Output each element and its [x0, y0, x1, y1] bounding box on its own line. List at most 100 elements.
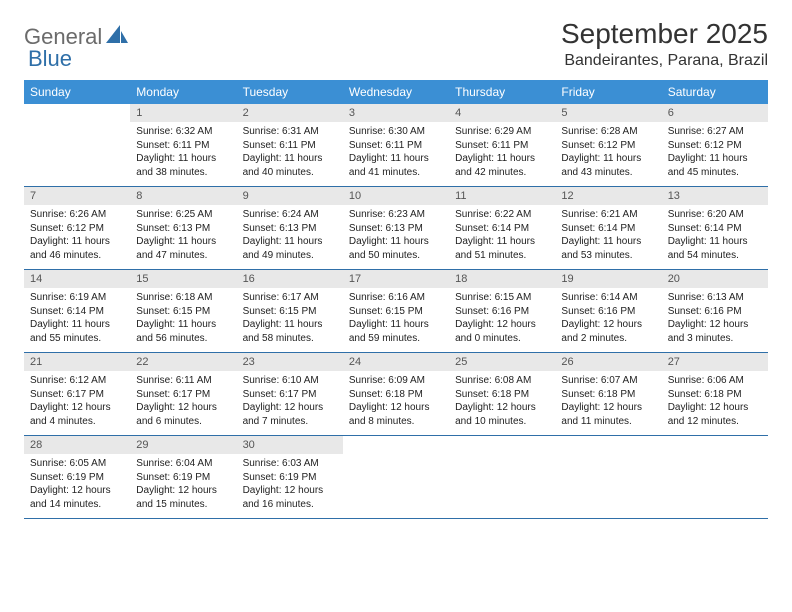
- daylight-line1: Daylight: 12 hours: [243, 401, 337, 415]
- day-body: Sunrise: 6:10 AMSunset: 6:17 PMDaylight:…: [237, 371, 343, 434]
- day-cell: 5Sunrise: 6:28 AMSunset: 6:12 PMDaylight…: [555, 104, 661, 186]
- daylight-line1: Daylight: 12 hours: [668, 318, 762, 332]
- day-number: 9: [237, 187, 343, 205]
- day-number: 24: [343, 353, 449, 371]
- daylight-line1: Daylight: 11 hours: [349, 152, 443, 166]
- sunset-text: Sunset: 6:11 PM: [243, 139, 337, 153]
- sunrise-text: Sunrise: 6:17 AM: [243, 291, 337, 305]
- day-cell: 18Sunrise: 6:15 AMSunset: 6:16 PMDayligh…: [449, 270, 555, 352]
- sunrise-text: Sunrise: 6:08 AM: [455, 374, 549, 388]
- daylight-line2: and 16 minutes.: [243, 498, 337, 512]
- day-number: 8: [130, 187, 236, 205]
- daylight-line2: and 0 minutes.: [455, 332, 549, 346]
- day-cell: [449, 436, 555, 518]
- sunset-text: Sunset: 6:12 PM: [30, 222, 124, 236]
- day-body: Sunrise: 6:30 AMSunset: 6:11 PMDaylight:…: [343, 122, 449, 185]
- daylight-line2: and 49 minutes.: [243, 249, 337, 263]
- day-body: Sunrise: 6:31 AMSunset: 6:11 PMDaylight:…: [237, 122, 343, 185]
- day-cell: [24, 104, 130, 186]
- sunrise-text: Sunrise: 6:18 AM: [136, 291, 230, 305]
- day-number: 17: [343, 270, 449, 288]
- day-number: 15: [130, 270, 236, 288]
- day-cell: 13Sunrise: 6:20 AMSunset: 6:14 PMDayligh…: [662, 187, 768, 269]
- day-cell: 30Sunrise: 6:03 AMSunset: 6:19 PMDayligh…: [237, 436, 343, 518]
- day-cell: 11Sunrise: 6:22 AMSunset: 6:14 PMDayligh…: [449, 187, 555, 269]
- sunrise-text: Sunrise: 6:31 AM: [243, 125, 337, 139]
- sunrise-text: Sunrise: 6:21 AM: [561, 208, 655, 222]
- day-body: Sunrise: 6:16 AMSunset: 6:15 PMDaylight:…: [343, 288, 449, 351]
- sunrise-text: Sunrise: 6:06 AM: [668, 374, 762, 388]
- sunset-text: Sunset: 6:15 PM: [349, 305, 443, 319]
- daylight-line1: Daylight: 11 hours: [455, 152, 549, 166]
- day-body: Sunrise: 6:04 AMSunset: 6:19 PMDaylight:…: [130, 454, 236, 517]
- sunrise-text: Sunrise: 6:30 AM: [349, 125, 443, 139]
- sunset-text: Sunset: 6:18 PM: [455, 388, 549, 402]
- day-number: 13: [662, 187, 768, 205]
- day-cell: 14Sunrise: 6:19 AMSunset: 6:14 PMDayligh…: [24, 270, 130, 352]
- day-cell: 25Sunrise: 6:08 AMSunset: 6:18 PMDayligh…: [449, 353, 555, 435]
- day-body: Sunrise: 6:22 AMSunset: 6:14 PMDaylight:…: [449, 205, 555, 268]
- day-body: Sunrise: 6:08 AMSunset: 6:18 PMDaylight:…: [449, 371, 555, 434]
- logo-text-2: Blue: [28, 46, 72, 71]
- day-body: Sunrise: 6:29 AMSunset: 6:11 PMDaylight:…: [449, 122, 555, 185]
- daylight-line2: and 45 minutes.: [668, 166, 762, 180]
- sunrise-text: Sunrise: 6:20 AM: [668, 208, 762, 222]
- sunset-text: Sunset: 6:18 PM: [668, 388, 762, 402]
- daylight-line1: Daylight: 12 hours: [561, 401, 655, 415]
- sunset-text: Sunset: 6:19 PM: [243, 471, 337, 485]
- day-cell: 12Sunrise: 6:21 AMSunset: 6:14 PMDayligh…: [555, 187, 661, 269]
- daylight-line2: and 12 minutes.: [668, 415, 762, 429]
- sunset-text: Sunset: 6:17 PM: [30, 388, 124, 402]
- daylight-line1: Daylight: 11 hours: [561, 152, 655, 166]
- header: General September 2025 Bandeirantes, Par…: [24, 18, 768, 70]
- day-cell: 16Sunrise: 6:17 AMSunset: 6:15 PMDayligh…: [237, 270, 343, 352]
- sunrise-text: Sunrise: 6:11 AM: [136, 374, 230, 388]
- daylight-line1: Daylight: 11 hours: [136, 235, 230, 249]
- day-number: 18: [449, 270, 555, 288]
- sunrise-text: Sunrise: 6:23 AM: [349, 208, 443, 222]
- daylight-line1: Daylight: 11 hours: [136, 318, 230, 332]
- day-cell: 21Sunrise: 6:12 AMSunset: 6:17 PMDayligh…: [24, 353, 130, 435]
- day-number: 3: [343, 104, 449, 122]
- weekday-header: Thursday: [449, 80, 555, 104]
- day-number: 23: [237, 353, 343, 371]
- daylight-line1: Daylight: 12 hours: [349, 401, 443, 415]
- sunrise-text: Sunrise: 6:29 AM: [455, 125, 549, 139]
- day-number: 16: [237, 270, 343, 288]
- sunrise-text: Sunrise: 6:10 AM: [243, 374, 337, 388]
- sunset-text: Sunset: 6:19 PM: [30, 471, 124, 485]
- day-number: 29: [130, 436, 236, 454]
- daylight-line2: and 51 minutes.: [455, 249, 549, 263]
- day-cell: 24Sunrise: 6:09 AMSunset: 6:18 PMDayligh…: [343, 353, 449, 435]
- daylight-line1: Daylight: 11 hours: [30, 318, 124, 332]
- day-cell: 20Sunrise: 6:13 AMSunset: 6:16 PMDayligh…: [662, 270, 768, 352]
- daylight-line1: Daylight: 12 hours: [136, 401, 230, 415]
- day-body: Sunrise: 6:32 AMSunset: 6:11 PMDaylight:…: [130, 122, 236, 185]
- day-cell: 9Sunrise: 6:24 AMSunset: 6:13 PMDaylight…: [237, 187, 343, 269]
- weekday-header: Friday: [555, 80, 661, 104]
- day-cell: [343, 436, 449, 518]
- weekday-header: Tuesday: [237, 80, 343, 104]
- day-cell: [662, 436, 768, 518]
- day-number: 1: [130, 104, 236, 122]
- weekday-header: Sunday: [24, 80, 130, 104]
- daylight-line2: and 54 minutes.: [668, 249, 762, 263]
- sunset-text: Sunset: 6:16 PM: [561, 305, 655, 319]
- daylight-line2: and 41 minutes.: [349, 166, 443, 180]
- sunrise-text: Sunrise: 6:05 AM: [30, 457, 124, 471]
- daylight-line1: Daylight: 12 hours: [136, 484, 230, 498]
- logo-line2: Blue: [28, 46, 72, 72]
- daylight-line2: and 40 minutes.: [243, 166, 337, 180]
- day-cell: 4Sunrise: 6:29 AMSunset: 6:11 PMDaylight…: [449, 104, 555, 186]
- daylight-line2: and 6 minutes.: [136, 415, 230, 429]
- sunset-text: Sunset: 6:14 PM: [30, 305, 124, 319]
- sunset-text: Sunset: 6:12 PM: [668, 139, 762, 153]
- day-number: 22: [130, 353, 236, 371]
- sunset-text: Sunset: 6:16 PM: [455, 305, 549, 319]
- daylight-line1: Daylight: 11 hours: [668, 235, 762, 249]
- week-row: 21Sunrise: 6:12 AMSunset: 6:17 PMDayligh…: [24, 353, 768, 436]
- daylight-line1: Daylight: 11 hours: [243, 235, 337, 249]
- daylight-line1: Daylight: 12 hours: [561, 318, 655, 332]
- sunrise-text: Sunrise: 6:25 AM: [136, 208, 230, 222]
- day-body: Sunrise: 6:06 AMSunset: 6:18 PMDaylight:…: [662, 371, 768, 434]
